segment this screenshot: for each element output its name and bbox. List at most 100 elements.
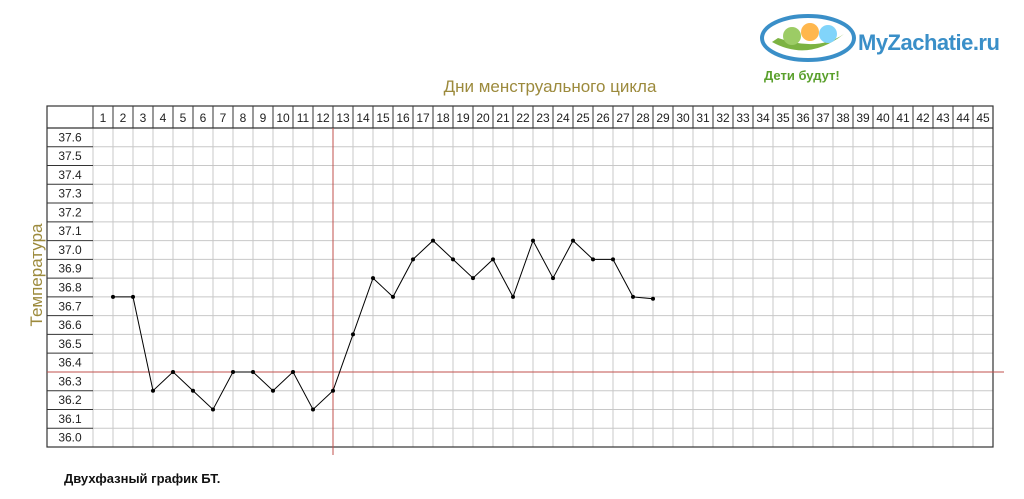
data-point [311, 407, 315, 412]
data-point [331, 388, 335, 393]
data-point [491, 257, 495, 262]
x-tick-label: 42 [916, 111, 930, 125]
x-tick-label: 40 [876, 111, 890, 125]
data-point [351, 332, 355, 337]
x-tick-label: 34 [756, 111, 770, 125]
x-tick-label: 4 [160, 111, 167, 125]
data-point [551, 276, 555, 281]
data-point [231, 369, 235, 374]
x-tick-label: 14 [356, 111, 370, 125]
x-tick-label: 17 [416, 111, 430, 125]
data-point [471, 276, 475, 281]
data-point [451, 257, 455, 262]
data-point [271, 388, 275, 393]
x-tick-label: 3 [140, 111, 147, 125]
logo-slogan: Дети будут! [764, 68, 840, 83]
x-tick-label: 41 [896, 111, 910, 125]
x-tick-label: 38 [836, 111, 850, 125]
series-line [113, 239, 654, 411]
y-tick-label: 36.5 [58, 337, 82, 351]
x-tick-label: 15 [376, 111, 390, 125]
y-tick-label: 36.6 [58, 318, 82, 332]
x-tick-label: 44 [956, 111, 970, 125]
x-tick-label: 9 [260, 111, 267, 125]
x-tick-label: 20 [476, 111, 490, 125]
x-tick-label: 23 [536, 111, 550, 125]
x-tick-label: 27 [616, 111, 630, 125]
x-tick-label: 45 [976, 111, 990, 125]
x-tick-label: 22 [516, 111, 530, 125]
y-tick-label: 36.3 [58, 374, 82, 388]
chart-title: Дни менструального цикла [443, 77, 657, 96]
x-tick-label: 25 [576, 111, 590, 125]
x-tick-label: 28 [636, 111, 650, 125]
y-tick-label: 36.7 [58, 299, 82, 313]
y-tick-label: 36.9 [58, 262, 82, 276]
y-tick-label: 37.3 [58, 187, 82, 201]
x-tick-label: 5 [180, 111, 187, 125]
data-point [371, 276, 375, 281]
data-point [571, 238, 575, 243]
data-point [111, 294, 115, 299]
x-tick-label: 32 [716, 111, 730, 125]
x-tick-label: 21 [496, 111, 510, 125]
x-tick-label: 39 [856, 111, 870, 125]
x-tick-label: 19 [456, 111, 470, 125]
x-tick-label: 35 [776, 111, 790, 125]
x-tick-label: 24 [556, 111, 570, 125]
data-point [211, 407, 215, 412]
data-point [151, 388, 155, 393]
logo-text: MyZachatie.ru [858, 30, 1000, 55]
y-tick-label: 36.8 [58, 281, 82, 295]
x-tick-label: 43 [936, 111, 950, 125]
data-point [631, 294, 635, 299]
x-tick-label: 2 [120, 111, 127, 125]
data-point [531, 238, 535, 243]
y-tick-label: 36.1 [58, 412, 82, 426]
x-tick-label: 7 [220, 111, 227, 125]
x-tick-label: 10 [276, 111, 290, 125]
x-tick-label: 30 [676, 111, 690, 125]
y-tick-label: 37.4 [58, 168, 82, 182]
data-point [431, 238, 435, 243]
data-point [391, 294, 395, 299]
x-tick-label: 16 [396, 111, 410, 125]
x-tick-label: 6 [200, 111, 207, 125]
x-tick-label: 12 [316, 111, 330, 125]
chart-caption: Двухфазный график БТ. [64, 471, 221, 486]
y-tick-label: 36.4 [58, 356, 82, 370]
y-tick-label: 37.6 [58, 130, 82, 144]
y-tick-label: 36.2 [58, 393, 82, 407]
y-tick-label: 37.1 [58, 224, 82, 238]
data-point [251, 369, 255, 374]
chart-frame [46, 105, 994, 448]
y-tick-label: 36.0 [58, 431, 82, 445]
data-point [411, 257, 415, 262]
logo[interactable]: MyZachatie.ru Дети будут! [758, 10, 1018, 90]
x-tick-label: 8 [240, 111, 247, 125]
x-tick-label: 33 [736, 111, 750, 125]
data-point [131, 294, 135, 299]
y-tick-label: 37.2 [58, 205, 82, 219]
x-tick-label: 18 [436, 111, 450, 125]
data-point [611, 257, 615, 262]
data-point [171, 369, 175, 374]
y-axis-label: Температура [27, 223, 46, 327]
data-point [191, 388, 195, 393]
x-tick-label: 37 [816, 111, 830, 125]
x-tick-label: 29 [656, 111, 670, 125]
pea-pod-logo-icon [760, 14, 856, 62]
x-tick-label: 13 [336, 111, 350, 125]
data-point [511, 294, 515, 299]
x-tick-label: 31 [696, 111, 710, 125]
x-tick-label: 1 [100, 111, 107, 125]
y-tick-label: 37.5 [58, 149, 82, 163]
y-tick-label: 37.0 [58, 243, 82, 257]
data-point [651, 296, 655, 301]
x-tick-label: 11 [297, 111, 310, 125]
x-tick-label: 36 [796, 111, 810, 125]
data-point [291, 369, 295, 374]
data-point [591, 257, 595, 262]
x-tick-label: 26 [596, 111, 610, 125]
